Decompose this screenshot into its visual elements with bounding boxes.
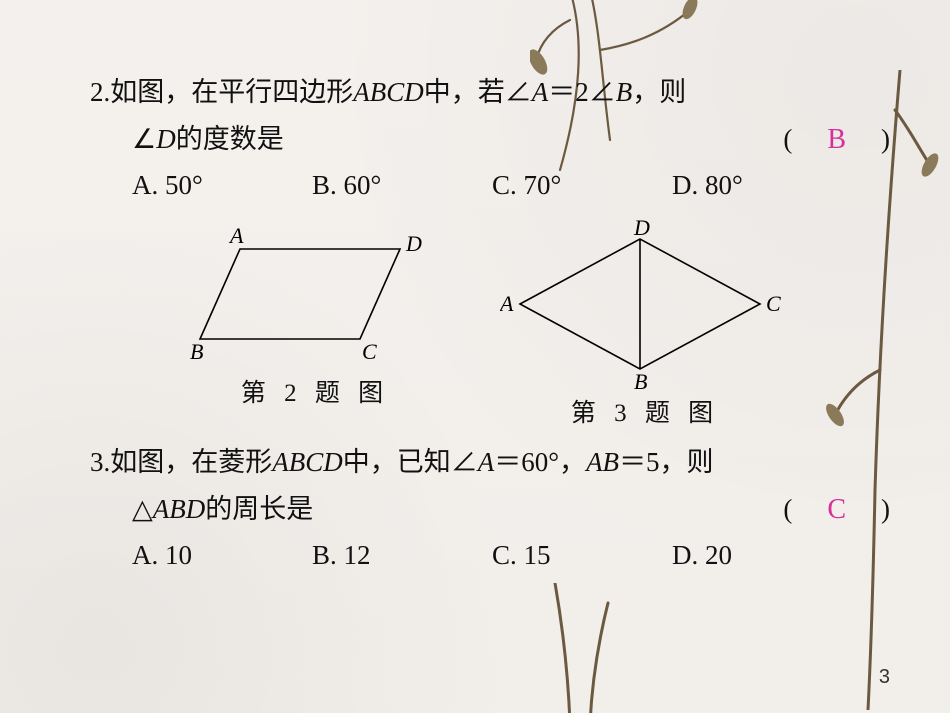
q2-choice-C: C. 70° <box>492 163 672 209</box>
q3-text: ＝60°， <box>494 440 586 486</box>
q2-text: ＝2∠ <box>548 70 616 116</box>
label-A: A <box>228 223 244 248</box>
label-B: B <box>190 339 203 364</box>
q2-answer-paren: ( B ) <box>783 116 890 164</box>
q2-shape-ABCD: ABCD <box>353 70 424 116</box>
q2-choice-D: D. 80° <box>672 163 852 209</box>
q3-triangle-ABD: ABD <box>153 487 205 533</box>
figures-row: A D B C 第 2 题 图 D A C B 第 3 题 图 <box>90 219 890 436</box>
q3-text: 的周长是 <box>205 487 313 533</box>
q3-AB: AB <box>586 440 619 486</box>
q3-caption: 第 3 题 图 <box>500 393 790 436</box>
q2-choice-A: A. 50° <box>132 163 312 209</box>
label-C: C <box>362 339 377 364</box>
label-D: D <box>405 231 422 256</box>
paren-close: ) <box>854 117 890 163</box>
q3-text: 中，已知∠ <box>343 440 478 486</box>
q2-choices: A. 50° B. 60° C. 70° D. 80° <box>90 163 890 209</box>
paren-open: ( <box>783 117 819 163</box>
q3-choice-B: B. 12 <box>312 533 492 579</box>
label-A: A <box>500 291 514 316</box>
q3-choice-D: D. 20 <box>672 533 852 579</box>
q2-parallelogram-svg: A D B C <box>190 219 440 369</box>
label-B: B <box>634 369 647 389</box>
q3-stem-line1: 3. 如图，在菱形 ABCD 中，已知∠ A ＝60°， AB ＝5，则 <box>90 440 890 486</box>
q2-text: 如图，在平行四边形 <box>110 70 353 116</box>
label-D: D <box>633 219 650 240</box>
q2-choice-B: B. 60° <box>312 163 492 209</box>
questions-block: 2. 如图，在平行四边形 ABCD 中，若∠ A ＝2∠ B ，则 ∠ D 的度… <box>90 70 890 579</box>
q2-answer: B <box>827 116 846 164</box>
q2-stem-line1: 2. 如图，在平行四边形 ABCD 中，若∠ A ＝2∠ B ，则 <box>90 70 890 116</box>
q2-number: 2. <box>90 70 110 116</box>
q2-angle-B: B <box>616 70 633 116</box>
q2-text: 中，若∠ <box>424 70 532 116</box>
q3-shape-ABCD: ABCD <box>272 440 343 486</box>
q2-text: ，则 <box>632 70 686 116</box>
q3-angle-A: A <box>478 440 495 486</box>
label-C: C <box>766 291 781 316</box>
q2-caption: 第 2 题 图 <box>190 373 440 416</box>
q3-text: 如图，在菱形 <box>110 440 272 486</box>
q3-stem-line2: △ ABD 的周长是 ( C ) <box>90 486 890 534</box>
q2-figure: A D B C 第 2 题 图 <box>190 219 440 436</box>
q3-choice-A: A. 10 <box>132 533 312 579</box>
q3-answer: C <box>827 486 846 534</box>
q2-angle-D: D <box>156 117 176 163</box>
q3-rhombus-svg: D A C B <box>500 219 790 389</box>
q3-text: △ <box>132 487 153 533</box>
page-number: 3 <box>879 666 890 689</box>
q3-number: 3. <box>90 440 110 486</box>
q3-choices: A. 10 B. 12 C. 15 D. 20 <box>90 533 890 579</box>
q3-answer-paren: ( C ) <box>783 486 890 534</box>
q3-choice-C: C. 15 <box>492 533 672 579</box>
q3-figure: D A C B 第 3 题 图 <box>500 219 790 436</box>
paren-close: ) <box>854 487 890 533</box>
q2-stem-line2: ∠ D 的度数是 ( B ) <box>90 116 890 164</box>
q2-angle-A: A <box>532 70 549 116</box>
q2-text: ∠ <box>132 117 156 163</box>
paren-open: ( <box>783 487 819 533</box>
q3-text: ＝5，则 <box>619 440 714 486</box>
q2-text: 的度数是 <box>176 117 284 163</box>
